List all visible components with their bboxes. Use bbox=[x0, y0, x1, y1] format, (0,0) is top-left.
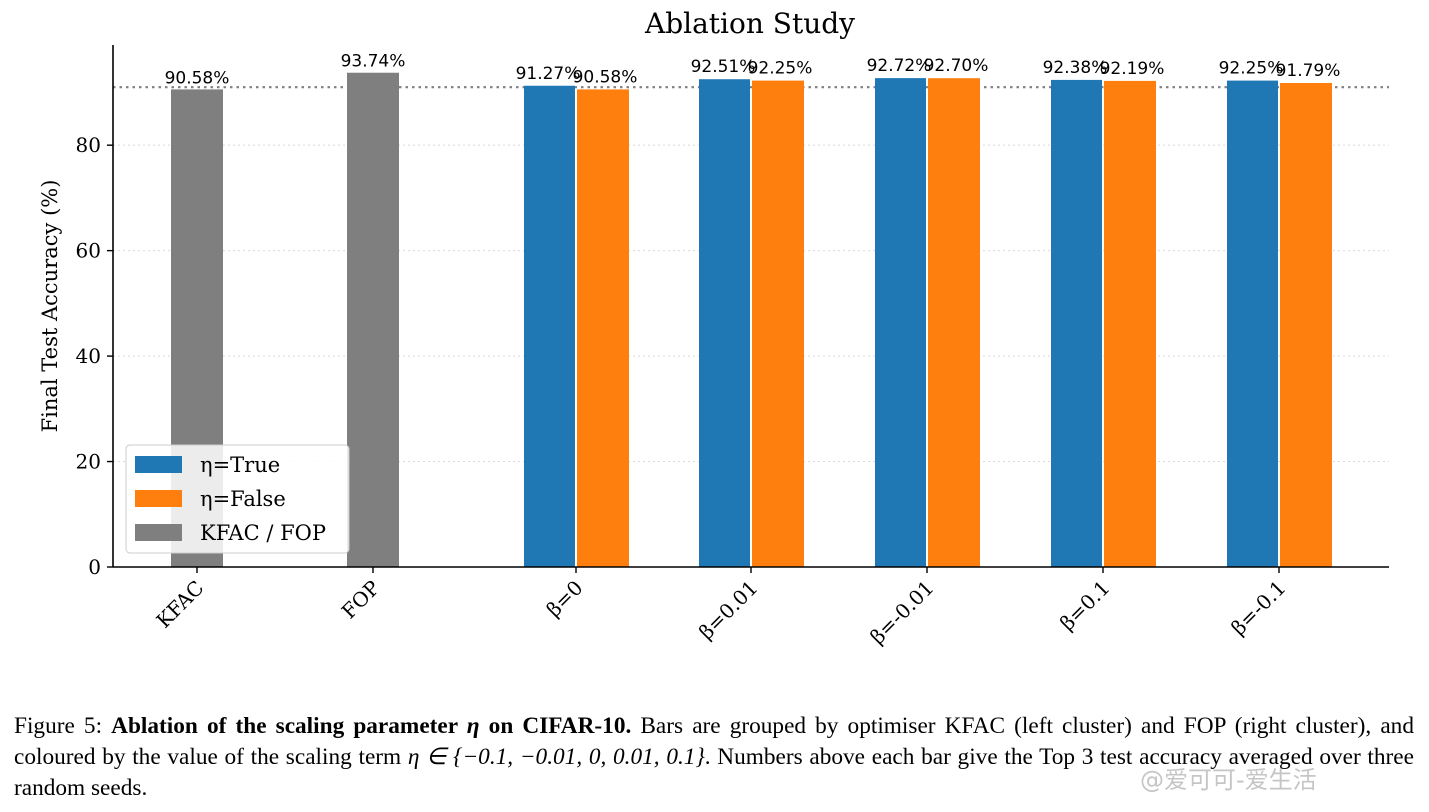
x-ticks: KFAC FOP β=0 β=0.01 β=-0.01 β=0.1 β=-0.1 bbox=[151, 567, 1291, 649]
x-tick-label: β=-0.01 bbox=[865, 576, 938, 649]
x-tick-label: β=0.1 bbox=[1055, 576, 1114, 635]
y-tick-label: 80 bbox=[76, 133, 101, 157]
x-tick-label: β=0.01 bbox=[694, 576, 762, 644]
bar-eta-true bbox=[1227, 80, 1278, 567]
bar-eta-false bbox=[928, 78, 980, 567]
bar-eta-false bbox=[577, 89, 629, 567]
bar-eta-false bbox=[1104, 80, 1156, 567]
bar-kfac-fop bbox=[347, 72, 399, 567]
grid-lines bbox=[113, 144, 1389, 463]
legend-label: KFAC / FOP bbox=[200, 521, 326, 545]
value-label: 91.79% bbox=[1276, 61, 1341, 81]
bar-chart: Ablation Study 90.58%93.74%91.27%90.58%9… bbox=[38, 7, 1389, 649]
caption-prefix: Figure 5: bbox=[14, 713, 112, 739]
legend-label: η=True bbox=[200, 453, 280, 477]
chart-title: Ablation Study bbox=[644, 7, 855, 40]
bar-eta-true bbox=[699, 79, 750, 567]
watermark: @爱可可-爱生活 bbox=[1140, 766, 1317, 794]
caption-body-2: . Numbers above each bar give the Top 3 … bbox=[14, 744, 1414, 801]
value-label: 92.51% bbox=[691, 57, 756, 77]
value-label: 90.58% bbox=[165, 68, 230, 88]
value-label: 92.72% bbox=[867, 56, 932, 76]
x-tick-label: β=0 bbox=[542, 576, 588, 622]
legend-swatch bbox=[135, 490, 182, 507]
caption-body-1: Bars are grouped by optimiser KFAC (left… bbox=[14, 713, 1414, 770]
y-ticks: 0 20 40 60 80 bbox=[76, 133, 113, 579]
caption-math: η ∈ {−0.1, −0.01, 0, 0.01, 0.1} bbox=[407, 744, 705, 770]
value-label: 92.25% bbox=[1219, 59, 1284, 79]
caption-bold: Ablation of the scaling parameter η on C… bbox=[111, 713, 632, 739]
bars bbox=[171, 72, 1332, 568]
value-label: 92.70% bbox=[924, 56, 989, 76]
bar-eta-true bbox=[875, 78, 926, 567]
x-tick-label: KFAC bbox=[151, 576, 208, 633]
value-label: 92.38% bbox=[1043, 58, 1108, 78]
value-label: 91.27% bbox=[516, 64, 581, 84]
y-tick-label: 60 bbox=[76, 239, 101, 263]
figure-caption: Figure 5: Ablation of the scaling parame… bbox=[14, 711, 1414, 804]
x-tick-label: β=-0.1 bbox=[1226, 576, 1290, 640]
bar-eta-false bbox=[752, 80, 804, 567]
value-label: 92.19% bbox=[1100, 59, 1165, 79]
value-label: 92.25% bbox=[748, 59, 813, 79]
legend-swatch bbox=[135, 524, 182, 541]
bar-eta-true bbox=[1051, 79, 1102, 567]
value-label: 90.58% bbox=[573, 67, 638, 87]
bar-eta-false bbox=[1280, 83, 1332, 568]
legend: η=True η=False KFAC / FOP bbox=[125, 444, 350, 554]
y-axis-label: Final Test Accuracy (%) bbox=[38, 180, 62, 433]
value-label: 93.74% bbox=[341, 52, 406, 72]
value-labels: 90.58%93.74%91.27%90.58%92.51%92.25% 92.7… bbox=[165, 52, 1341, 89]
y-tick-label: 0 bbox=[88, 555, 101, 579]
y-tick-label: 40 bbox=[76, 344, 101, 368]
legend-label: η=False bbox=[200, 487, 286, 511]
x-tick-label: FOP bbox=[337, 576, 385, 624]
legend-swatch bbox=[135, 456, 182, 473]
y-tick-label: 20 bbox=[76, 450, 101, 474]
bar-eta-true bbox=[524, 85, 575, 567]
